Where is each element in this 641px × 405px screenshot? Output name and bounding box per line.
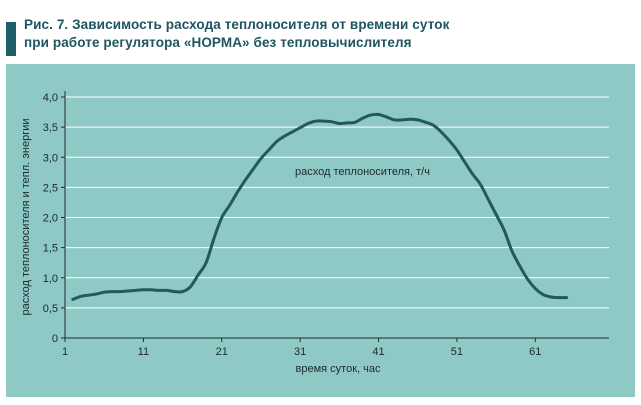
ticks: 00,51,01,52,02,53,03,54,01 11 21 31 41 51 61 [43, 92, 542, 358]
series [71, 112, 569, 301]
x-tick-label: 11 [138, 346, 149, 358]
y-tick-label: 1,5 [43, 243, 58, 255]
series-label: расход теплоносителя, т/ч [295, 166, 430, 178]
series-line-flow [71, 112, 569, 301]
y-tick-label: 0 [52, 333, 58, 345]
x-tick-label: 51 [451, 346, 463, 358]
y-axis-label: расход теплоносителя и тепл. энергии [20, 119, 32, 316]
x-tick-label: 1 [62, 346, 68, 358]
y-tick-label: 2,5 [43, 182, 58, 194]
y-tick-label: 3,0 [43, 152, 58, 164]
x-tick-label: 61 [529, 346, 541, 358]
axes [64, 91, 609, 339]
grid-lines [65, 96, 609, 309]
y-tick-label: 1,0 [43, 273, 58, 285]
title-accent-bar [6, 22, 16, 56]
y-tick-label: 2,0 [43, 213, 58, 225]
figure-title: Рис. 7. Зависимость расхода теплоносител… [24, 16, 624, 52]
x-tick-label: 21 [216, 346, 228, 358]
y-tick-label: 0,5 [43, 303, 58, 315]
y-tick-label: 3,5 [43, 122, 58, 134]
x-tick-label: 31 [294, 346, 306, 358]
x-axis-label: время суток, час [296, 363, 381, 375]
y-tick-label: 4,0 [43, 92, 58, 104]
figure-title-line-1: Рис. 7. Зависимость расхода теплоносител… [24, 17, 450, 32]
x-tick-label: 41 [372, 346, 384, 358]
figure-title-line-2: при работе регулятора «НОРМА» без теплов… [24, 35, 412, 50]
